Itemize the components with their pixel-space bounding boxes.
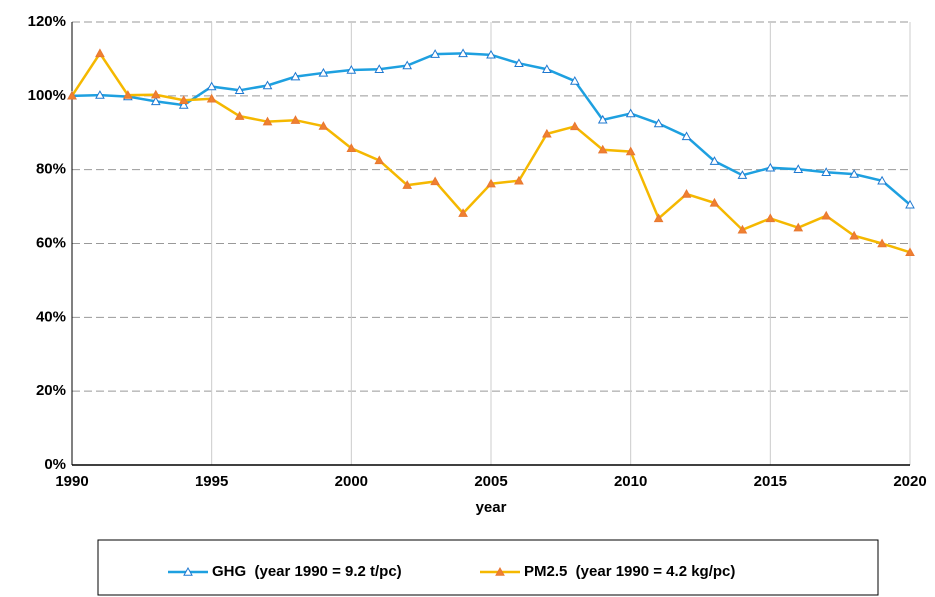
data-point (150, 96, 161, 106)
data-point (123, 90, 133, 99)
data-point (206, 81, 217, 91)
x-axis-label: year (476, 499, 507, 516)
data-point (290, 115, 301, 124)
y-tick-label: 100% (28, 87, 66, 104)
data-point (458, 208, 468, 217)
data-point (262, 116, 273, 126)
data-point (346, 143, 357, 152)
y-tick-label: 120% (28, 13, 66, 30)
x-tick-label: 2010 (614, 473, 647, 490)
legend-label: GHG (year 1990 = 9.2 t/pc) (212, 563, 402, 580)
data-point (95, 48, 105, 58)
data-point (653, 118, 664, 128)
data-point (793, 222, 804, 232)
data-point (681, 189, 692, 198)
x-tick-label: 2005 (474, 473, 507, 490)
data-point (178, 95, 189, 104)
data-point (430, 176, 440, 186)
legend-label: PM2.5 (year 1990 = 4.2 kg/pc) (524, 563, 735, 580)
data-point (234, 111, 245, 120)
legend-box (97, 539, 879, 596)
data-point (597, 144, 608, 154)
data-point (597, 114, 608, 124)
y-tick-label: 0% (44, 456, 66, 473)
data-point (234, 85, 245, 94)
data-point (486, 178, 496, 188)
data-point (849, 169, 859, 178)
data-point (569, 121, 580, 131)
data-point (514, 58, 524, 68)
data-point (653, 213, 664, 223)
data-point (905, 199, 915, 209)
data-point (318, 121, 329, 130)
data-point (150, 89, 161, 99)
data-point (290, 71, 301, 81)
data-point (905, 247, 915, 257)
data-point (542, 64, 552, 73)
y-tick-label: 60% (36, 234, 66, 251)
x-tick-label: 2000 (335, 473, 368, 490)
data-point (709, 197, 720, 207)
data-point (765, 213, 776, 223)
data-point (458, 48, 468, 58)
data-point (625, 146, 636, 156)
data-point (542, 128, 552, 138)
y-tick-label: 80% (36, 161, 66, 178)
data-point (681, 131, 692, 141)
data-point (262, 80, 273, 90)
data-point (374, 155, 385, 165)
x-tick-label: 1990 (55, 473, 88, 490)
y-tick-label: 20% (36, 382, 66, 399)
data-point (514, 175, 524, 185)
data-point (877, 175, 887, 185)
data-point (402, 60, 413, 70)
data-point (67, 90, 77, 100)
data-point (486, 49, 496, 59)
legend-marker (495, 566, 505, 576)
y-tick-label: 40% (36, 308, 66, 325)
data-point (346, 64, 357, 74)
data-point (849, 230, 859, 240)
data-point (374, 64, 385, 73)
data-point (569, 76, 580, 85)
data-point (737, 170, 748, 179)
legend-marker (183, 566, 193, 576)
data-point (430, 49, 440, 58)
data-point (402, 180, 413, 189)
x-tick-label: 2015 (754, 473, 787, 490)
data-point (95, 90, 105, 99)
data-point (821, 167, 832, 176)
data-point (625, 108, 636, 118)
data-point (877, 238, 887, 248)
data-point (318, 67, 329, 77)
data-point (206, 93, 217, 103)
data-point (737, 224, 748, 234)
data-point (178, 100, 189, 109)
data-point (821, 210, 832, 220)
x-tick-label: 2020 (893, 473, 926, 490)
x-tick-label: 1995 (195, 473, 228, 490)
data-point (709, 156, 720, 165)
data-point (793, 164, 804, 173)
data-point (765, 162, 776, 172)
